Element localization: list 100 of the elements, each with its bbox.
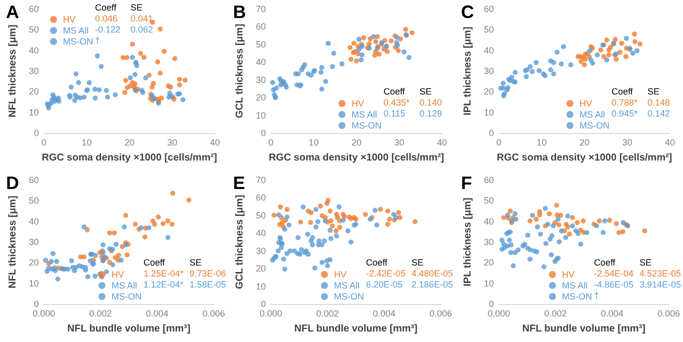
- x-axis-title: NFL bundle volume [mm³]: [294, 324, 418, 334]
- y-tick-label: 40: [256, 57, 266, 68]
- y-tick-label: 20: [256, 92, 266, 103]
- x-tick-label: 40: [210, 138, 220, 148]
- annotation: 2.186E-05: [411, 280, 454, 290]
- annotation: 0.945*: [611, 108, 638, 118]
- x-tick-label: 40: [664, 138, 676, 148]
- y-tick-label: 0: [34, 299, 39, 309]
- y-tick-label: 30: [256, 74, 266, 85]
- annotation: 0.142: [647, 108, 670, 118]
- legend-label: HV: [111, 270, 124, 280]
- y-tick-label: 40: [28, 45, 39, 56]
- legend-label: HV: [579, 98, 592, 108]
- x-tick-label: 30: [622, 138, 632, 148]
- annotation: 6.20E-05: [366, 280, 402, 290]
- chart-title: A: [6, 2, 19, 22]
- legend-label: MS-ON: [63, 36, 93, 46]
- y-tick-label: 0: [34, 128, 39, 138]
- annotation: SE: [647, 86, 660, 96]
- chart-title: C: [461, 2, 474, 22]
- y-tick-label: 40: [484, 45, 494, 56]
- annotation: Coeff: [366, 258, 388, 268]
- x-tick-label: 0.004: [372, 308, 396, 318]
- y-tick-label: 60: [484, 4, 494, 14]
- annotation: †: [594, 290, 599, 300]
- x-tick-label: 0: [268, 138, 274, 148]
- annotation: Coeff: [94, 2, 117, 12]
- annotation: 0.148: [647, 98, 670, 108]
- y-tick-label: 50: [484, 196, 494, 206]
- y-tick-label: 40: [28, 216, 39, 226]
- annotation: †: [94, 36, 100, 46]
- y-tick-label: 70: [256, 4, 266, 14]
- x-axis-title: NFL bundle volume [mm³]: [67, 324, 190, 334]
- annotation: 0.140: [419, 98, 442, 108]
- x-axis-title: NFL bundle volume [mm³]: [522, 324, 646, 334]
- x-tick-label: 0.006: [202, 308, 226, 318]
- legend-label: HV: [562, 270, 574, 280]
- x-tick-label: 30: [394, 138, 404, 148]
- annotation: SE: [639, 258, 652, 268]
- y-tick-label: 0: [488, 299, 494, 309]
- annotation: 0.041: [130, 14, 154, 24]
- legend-label: MS-ON: [111, 292, 142, 302]
- y-tick-label: 40: [484, 216, 494, 226]
- annotation: -2.42E-05: [366, 268, 406, 278]
- chart-title: F: [461, 173, 472, 193]
- legend-label: MS All: [562, 280, 588, 290]
- legend-label: MS-ON: [351, 120, 382, 130]
- y-tick-label: 20: [28, 258, 39, 268]
- y-tick-label: 60: [28, 4, 39, 14]
- annotation: Coeff: [594, 258, 616, 268]
- y-tick-label: 30: [256, 246, 266, 256]
- y-tick-label: 10: [484, 107, 494, 118]
- y-axis-title: GCL thickness [μm]: [234, 194, 246, 290]
- x-tick-label: 0.002: [316, 308, 339, 318]
- y-tick-label: 10: [28, 107, 39, 118]
- annotation: 1.58E-05: [189, 280, 226, 290]
- y-tick-label: 30: [484, 237, 494, 247]
- y-tick-label: 50: [28, 24, 39, 35]
- legend-label: MS All: [334, 280, 360, 290]
- legend-label: MS All: [351, 110, 377, 120]
- chart-title: B: [233, 2, 246, 22]
- y-tick-label: 50: [484, 24, 494, 35]
- annotation: 9.73E-06: [189, 268, 226, 278]
- x-tick-label: 0: [496, 138, 502, 148]
- annotation: SE: [411, 258, 424, 268]
- legend-label: MS All: [579, 110, 605, 120]
- y-tick-label: 10: [256, 110, 266, 120]
- y-tick-label: 40: [256, 228, 266, 238]
- y-tick-label: 50: [256, 39, 266, 50]
- legend-label: MS-ON: [579, 120, 610, 130]
- y-tick-label: 30: [484, 66, 494, 76]
- x-tick-label: 0.000: [32, 308, 56, 318]
- y-axis-title: GCL thickness [μm]: [234, 24, 246, 118]
- y-tick-label: 0: [260, 299, 266, 309]
- legend-label: MS All: [63, 26, 89, 36]
- x-tick-label: 40: [436, 138, 448, 148]
- annotation: 0.129: [419, 108, 442, 118]
- annotation: 4.523E-05: [639, 268, 682, 278]
- y-tick-label: 30: [28, 237, 39, 247]
- x-tick-label: 10: [308, 138, 319, 148]
- x-tick-label: 0.006: [429, 308, 452, 318]
- annotation: 0.115: [383, 108, 406, 118]
- x-tick-label: 0.000: [260, 308, 282, 318]
- annotation: 0.062: [130, 24, 154, 34]
- y-axis-title: IPL thickness [μm]: [462, 198, 474, 286]
- y-axis-title: NFL thickness [μm]: [8, 196, 18, 288]
- y-tick-label: 60: [256, 22, 266, 32]
- y-tick-label: 20: [28, 86, 39, 97]
- annotation: -2.54E-04: [594, 268, 634, 278]
- legend-label: MS-ON: [562, 292, 592, 302]
- x-tick-label: 10: [536, 138, 547, 148]
- x-axis-title: RGC soma density ×1000 [cells/mm²]: [496, 152, 672, 164]
- annotation: -0.122: [94, 24, 121, 34]
- annotation: 0.046: [94, 14, 118, 24]
- x-tick-label: 0.000: [488, 308, 510, 318]
- x-axis-title: RGC soma density ×1000 [cells/mm²]: [42, 152, 218, 164]
- y-axis-title: NFL thickness [μm]: [8, 24, 18, 118]
- annotation: SE: [419, 86, 432, 96]
- y-tick-label: 60: [28, 175, 39, 185]
- legend-label: HV: [351, 98, 364, 108]
